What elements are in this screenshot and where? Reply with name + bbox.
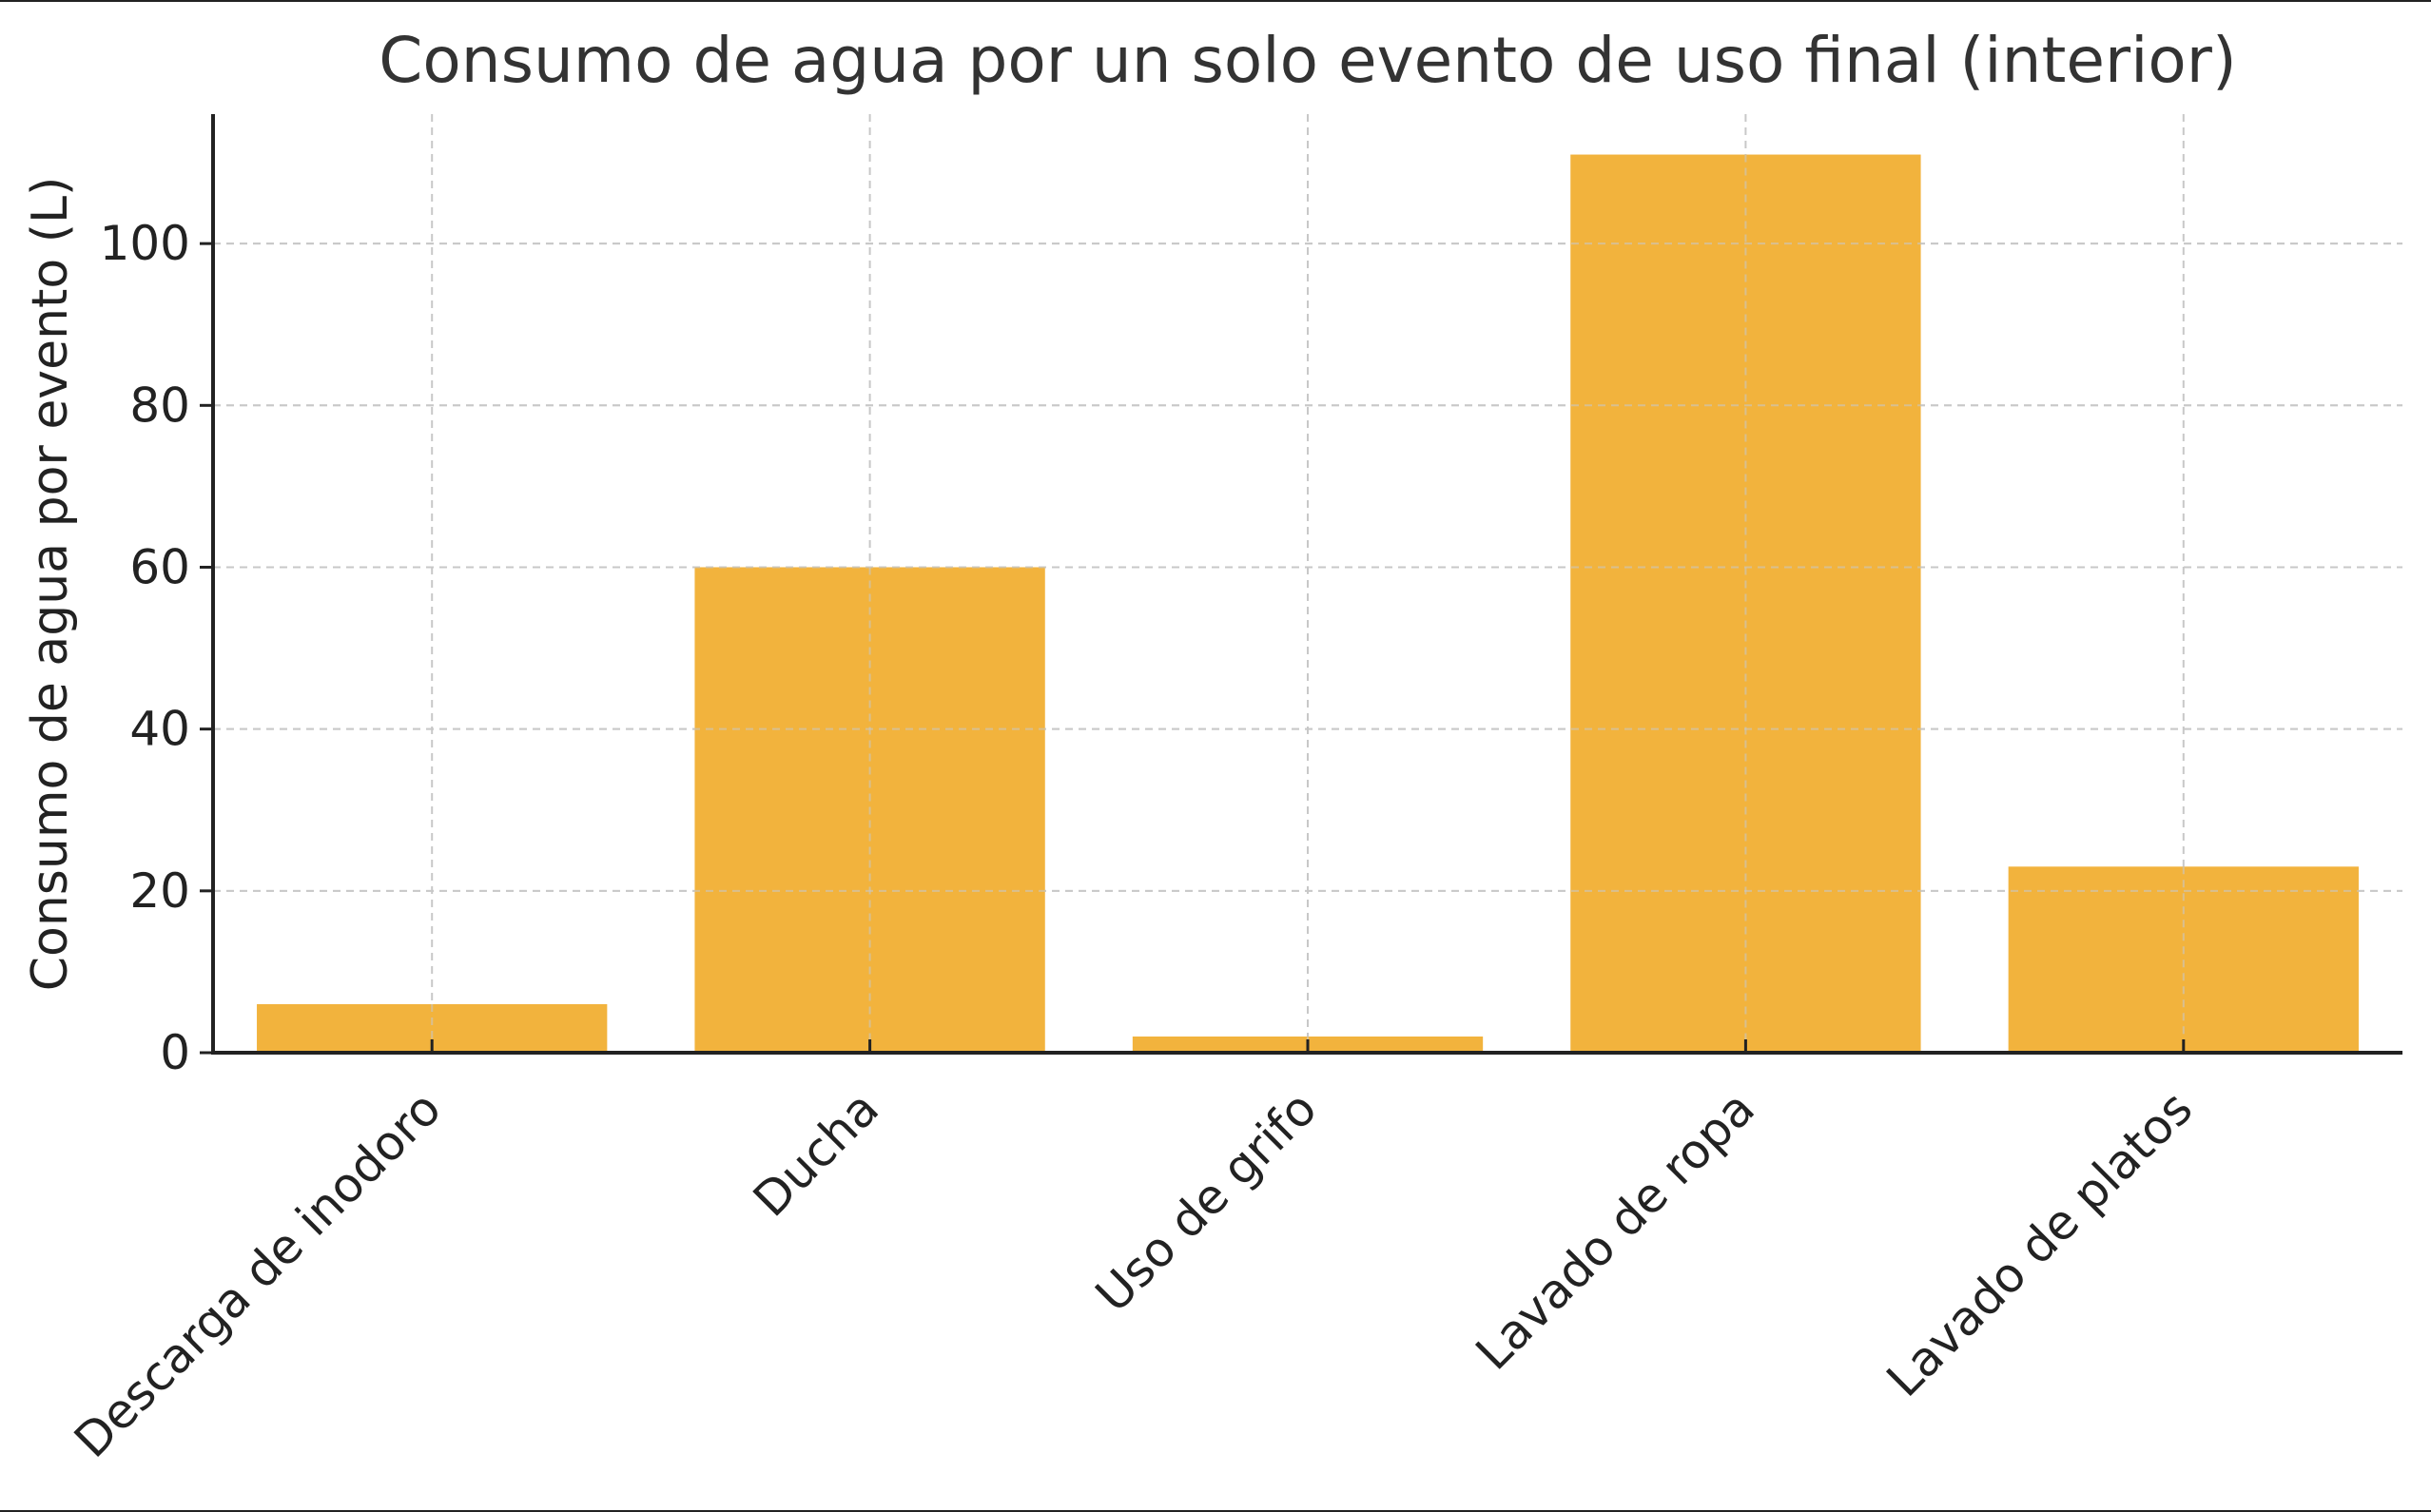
y-tick-label: 100 bbox=[100, 216, 190, 271]
x-tick-label: Lavado de ropa bbox=[1466, 1080, 1765, 1380]
x-tick-label: Ducha bbox=[743, 1080, 889, 1227]
y-tick-label: 60 bbox=[129, 539, 190, 594]
bars-layer bbox=[213, 154, 2402, 1054]
x-tick-label: Uso de grifo bbox=[1085, 1080, 1327, 1322]
y-tick-label: 40 bbox=[129, 702, 190, 757]
y-tick-label: 0 bbox=[160, 1025, 190, 1080]
chart-title: Consumo de agua por un solo evento de us… bbox=[379, 24, 2236, 97]
x-tick-label: Lavado de platos bbox=[1877, 1080, 2204, 1407]
y-axis-label: Consumo de agua por evento (L) bbox=[22, 177, 79, 992]
y-tick-label: 20 bbox=[129, 863, 190, 919]
x-tick-label: Descarga de inodoro bbox=[64, 1080, 452, 1468]
y-tick-label: 80 bbox=[129, 378, 190, 433]
